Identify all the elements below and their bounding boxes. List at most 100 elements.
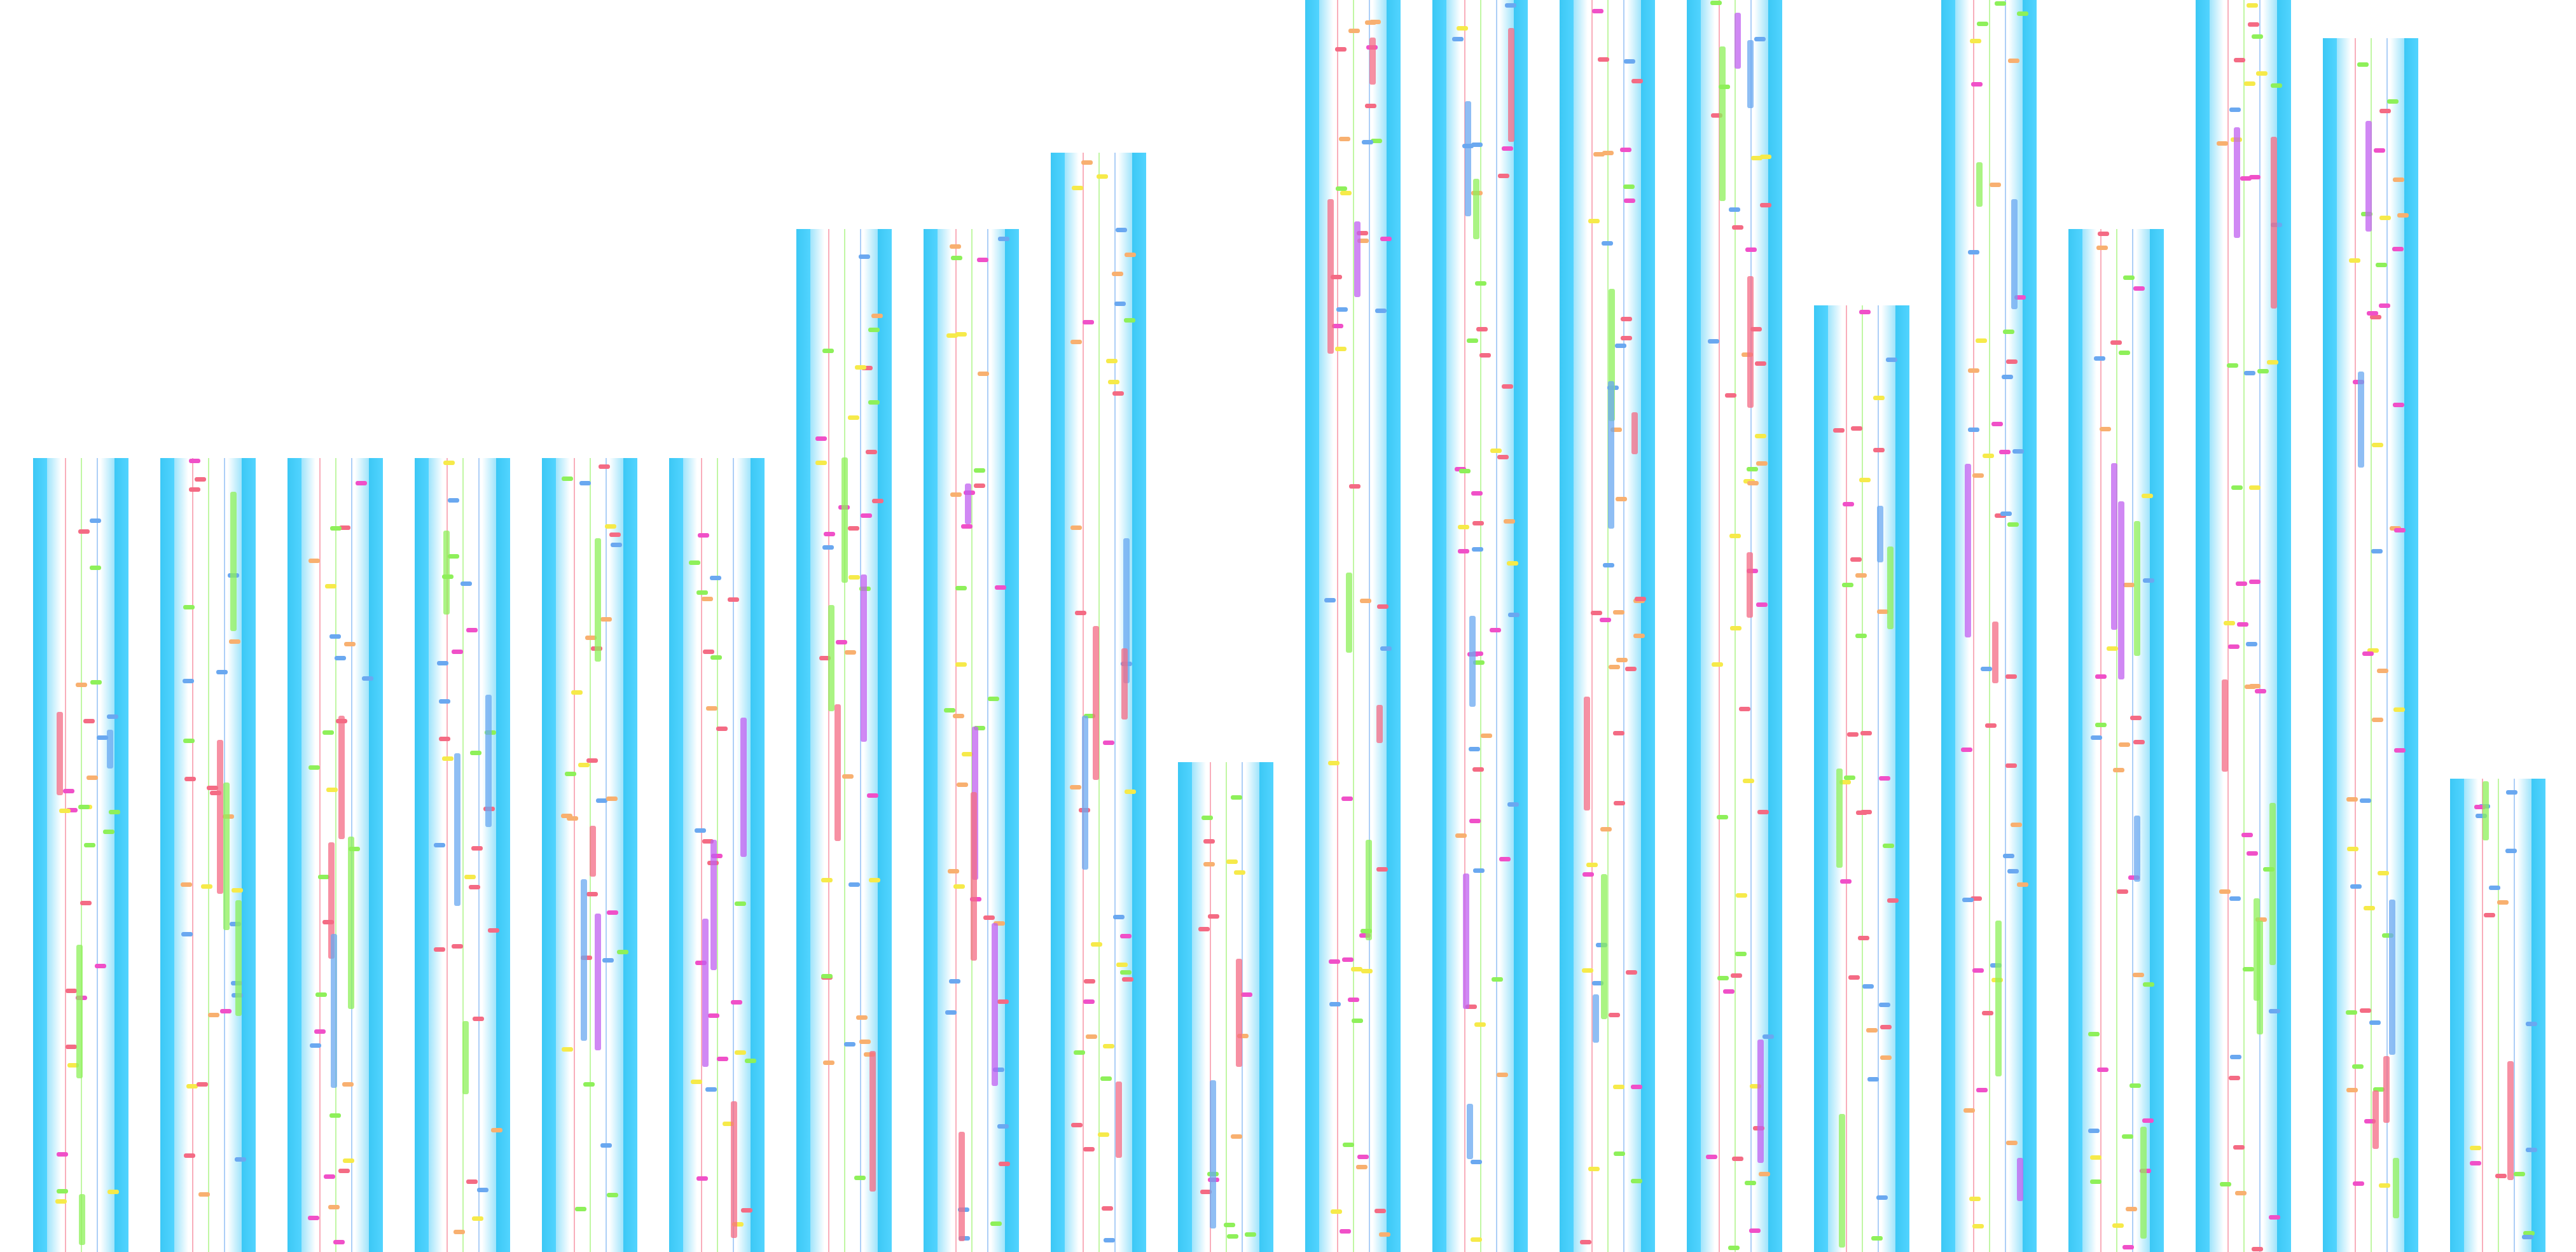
tap-note xyxy=(1070,340,1083,345)
tap-note xyxy=(2523,1230,2535,1235)
tap-note xyxy=(106,714,118,720)
tap-note xyxy=(437,660,449,665)
hold-note xyxy=(2111,463,2118,630)
tap-note xyxy=(854,1175,866,1180)
tap-note xyxy=(1613,1151,1625,1157)
tap-note xyxy=(344,641,356,646)
tap-note xyxy=(182,678,194,683)
tap-note xyxy=(1479,352,1491,358)
tap-note xyxy=(2248,22,2260,27)
chart-column xyxy=(542,458,637,1252)
tap-note xyxy=(586,891,598,896)
tap-note xyxy=(1472,767,1484,772)
lane-line xyxy=(192,458,193,1252)
tap-note xyxy=(702,650,714,654)
tap-note xyxy=(315,992,327,998)
tap-note xyxy=(1376,866,1388,872)
tap-note xyxy=(955,332,967,337)
hold-note xyxy=(710,840,717,971)
rail-glow xyxy=(2464,779,2478,1252)
tap-note xyxy=(949,978,961,984)
tap-note xyxy=(66,988,78,993)
tap-note xyxy=(1747,481,1759,486)
tap-note xyxy=(207,1013,219,1018)
tap-note xyxy=(1880,1025,1892,1030)
tap-note xyxy=(318,874,329,879)
tap-note xyxy=(1208,914,1220,919)
tap-note xyxy=(1970,38,1982,43)
tap-note xyxy=(706,706,718,711)
tap-note xyxy=(2370,315,2382,320)
rail-glow xyxy=(2337,38,2351,1252)
tap-note xyxy=(464,875,476,880)
tap-note xyxy=(1716,814,1728,819)
tap-note xyxy=(473,1016,485,1021)
tap-note xyxy=(439,736,451,741)
tap-note xyxy=(342,1082,354,1087)
tap-note xyxy=(1330,1209,1342,1214)
lane-line xyxy=(987,229,988,1252)
hold-note xyxy=(1593,994,1600,1043)
rail-glow xyxy=(2517,779,2531,1252)
tap-note xyxy=(2376,262,2388,267)
tap-note xyxy=(1743,478,1755,483)
tap-note xyxy=(1081,160,1093,165)
lane-rail xyxy=(623,458,637,1252)
tap-note xyxy=(571,690,583,695)
lane-line xyxy=(1480,0,1481,1252)
tap-note xyxy=(1613,1084,1625,1089)
tap-note xyxy=(578,763,590,768)
tap-note xyxy=(1762,1034,1775,1039)
tap-note xyxy=(955,662,967,667)
tap-note xyxy=(1885,358,1897,363)
hold-note xyxy=(1376,705,1383,744)
tap-note xyxy=(1365,104,1377,109)
tap-note xyxy=(1839,780,1852,785)
rail-glow xyxy=(482,458,496,1252)
tap-note xyxy=(2489,886,2501,891)
tap-note xyxy=(333,1240,345,1245)
tap-note xyxy=(2106,646,2118,651)
tap-note xyxy=(1976,21,1988,26)
chart-column xyxy=(160,458,256,1252)
tap-note xyxy=(307,1215,319,1220)
hold-note xyxy=(590,825,597,877)
hold-note xyxy=(2393,1157,2400,1219)
lane-line xyxy=(208,458,209,1252)
chart-column xyxy=(1432,0,1528,1252)
tap-note xyxy=(1340,191,1352,196)
tap-note xyxy=(992,1068,1004,1073)
tap-note xyxy=(2255,917,2268,922)
tap-note xyxy=(2514,1171,2526,1176)
tap-note xyxy=(80,900,92,905)
tap-note xyxy=(2000,511,2012,517)
tap-note xyxy=(1123,317,1135,323)
rail-glow xyxy=(2082,229,2096,1252)
lane-line xyxy=(1114,153,1116,1252)
lane-rail xyxy=(287,458,301,1252)
tap-note xyxy=(59,809,71,814)
tap-note xyxy=(1335,46,1347,52)
tap-note xyxy=(1355,1164,1368,1169)
tap-note xyxy=(2088,1129,2100,1134)
hold-note xyxy=(2140,1126,2147,1239)
tap-note xyxy=(1341,957,1354,963)
tap-note xyxy=(2229,896,2241,901)
tap-note xyxy=(2252,34,2264,39)
tap-note xyxy=(1114,302,1126,307)
tap-note xyxy=(600,1143,613,1148)
lane-line xyxy=(2227,0,2229,1252)
tap-note xyxy=(696,590,709,595)
tap-note xyxy=(66,808,78,813)
tap-note xyxy=(194,477,206,482)
hold-note xyxy=(2221,679,2228,772)
tap-note xyxy=(604,524,616,529)
lane-rail xyxy=(878,229,892,1252)
tap-note xyxy=(1610,428,1623,433)
chart-column xyxy=(287,458,383,1252)
tap-note xyxy=(2525,1148,2537,1153)
tap-note xyxy=(977,371,989,376)
tap-note xyxy=(447,498,459,503)
hold-note xyxy=(1327,198,1334,354)
hold-note xyxy=(1719,46,1726,202)
